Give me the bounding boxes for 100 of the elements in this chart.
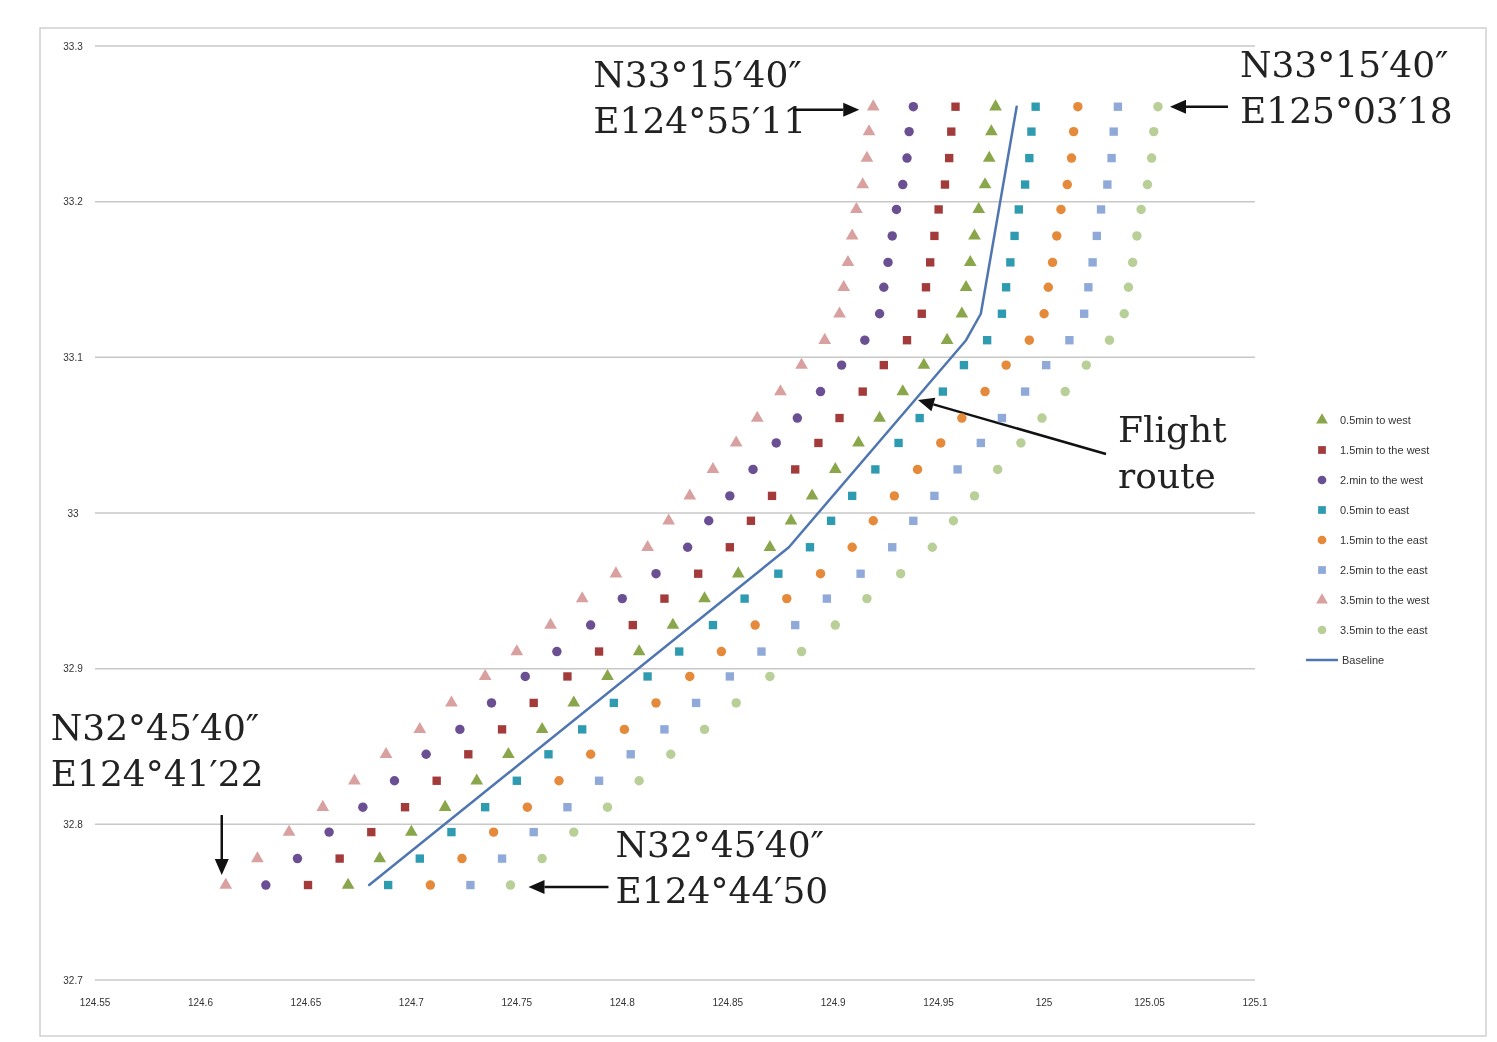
point <box>868 516 878 526</box>
point <box>619 724 630 735</box>
point <box>725 543 735 552</box>
point <box>833 306 846 318</box>
point <box>594 776 604 785</box>
point <box>888 543 897 552</box>
point <box>535 722 549 734</box>
point <box>835 413 844 423</box>
point <box>860 335 870 345</box>
point <box>316 799 330 811</box>
point <box>1010 231 1019 241</box>
x-tick-label: 124.55 <box>79 997 111 1008</box>
point <box>791 620 800 630</box>
point <box>662 513 676 525</box>
point <box>706 462 720 474</box>
x-tick-label: 125.05 <box>1134 997 1166 1008</box>
point <box>497 725 507 734</box>
point <box>563 672 572 681</box>
x-tick-label: 124.9 <box>820 997 847 1008</box>
point <box>951 102 960 111</box>
point <box>904 126 914 137</box>
point <box>609 566 623 578</box>
point <box>938 387 948 396</box>
point <box>959 279 973 291</box>
point <box>757 647 766 656</box>
point <box>891 204 902 215</box>
legend-label: 2.5min to the east <box>1340 563 1428 576</box>
point <box>569 827 579 837</box>
point <box>945 153 954 163</box>
point <box>1109 127 1118 136</box>
point <box>814 438 823 448</box>
point <box>478 669 492 681</box>
point <box>1096 205 1106 214</box>
point <box>902 153 912 163</box>
point <box>303 880 313 890</box>
x-tick-label: 124.8 <box>609 997 636 1008</box>
point <box>358 802 368 812</box>
point <box>740 594 749 603</box>
point <box>578 725 587 734</box>
point <box>666 749 676 759</box>
point <box>1132 231 1142 241</box>
point <box>698 591 711 603</box>
point <box>731 698 741 708</box>
point <box>947 127 956 136</box>
point <box>529 698 538 708</box>
y-tick-label: 33.3 <box>63 40 84 52</box>
point <box>544 617 557 629</box>
point <box>609 698 619 708</box>
point <box>464 750 473 759</box>
point <box>982 336 992 345</box>
point <box>282 824 296 836</box>
y-tick-label: 33 <box>67 507 79 519</box>
point <box>651 698 661 708</box>
point <box>978 177 992 189</box>
annotation: N32°45′40″ E124°44′50 <box>615 824 829 912</box>
point <box>959 360 969 370</box>
legend-label: 0.5min to east <box>1340 503 1410 516</box>
point <box>837 279 851 291</box>
point <box>997 309 1007 318</box>
point <box>544 750 553 759</box>
point <box>520 671 530 682</box>
point <box>455 724 465 735</box>
point <box>675 647 684 656</box>
y-tick-label: 32.9 <box>63 663 84 675</box>
point <box>585 749 596 759</box>
x-tick-label: 124.95 <box>923 997 955 1008</box>
point <box>927 542 938 552</box>
point <box>980 386 990 397</box>
point <box>1092 231 1101 241</box>
point <box>626 750 635 759</box>
point <box>522 802 533 812</box>
point <box>896 384 910 396</box>
point <box>1066 153 1077 163</box>
point <box>348 773 361 785</box>
point <box>457 853 467 864</box>
y-tick-label: 32.7 <box>63 974 84 986</box>
point <box>862 593 872 604</box>
point <box>1146 153 1157 163</box>
legend-label: 3.5min to the west <box>1340 593 1430 606</box>
point <box>594 647 604 656</box>
point <box>926 258 935 267</box>
y-tick-label: 32.8 <box>63 818 84 830</box>
point <box>836 360 847 370</box>
point <box>1113 102 1123 111</box>
point <box>822 594 832 603</box>
point <box>826 516 836 525</box>
legend-label: 1.5min to the east <box>1340 533 1428 546</box>
point <box>1062 179 1073 190</box>
point <box>909 516 918 525</box>
point <box>502 746 515 758</box>
annotation: N33°15′40″ E124°55′11 <box>593 53 807 141</box>
point <box>1060 386 1070 397</box>
point <box>634 776 644 786</box>
y-tick-label: 33.1 <box>63 351 84 363</box>
point <box>1119 309 1129 319</box>
point <box>894 438 903 448</box>
legend-label: 1.5min to the west <box>1340 443 1430 456</box>
point <box>1047 257 1058 268</box>
point <box>936 438 946 448</box>
point <box>445 695 458 707</box>
